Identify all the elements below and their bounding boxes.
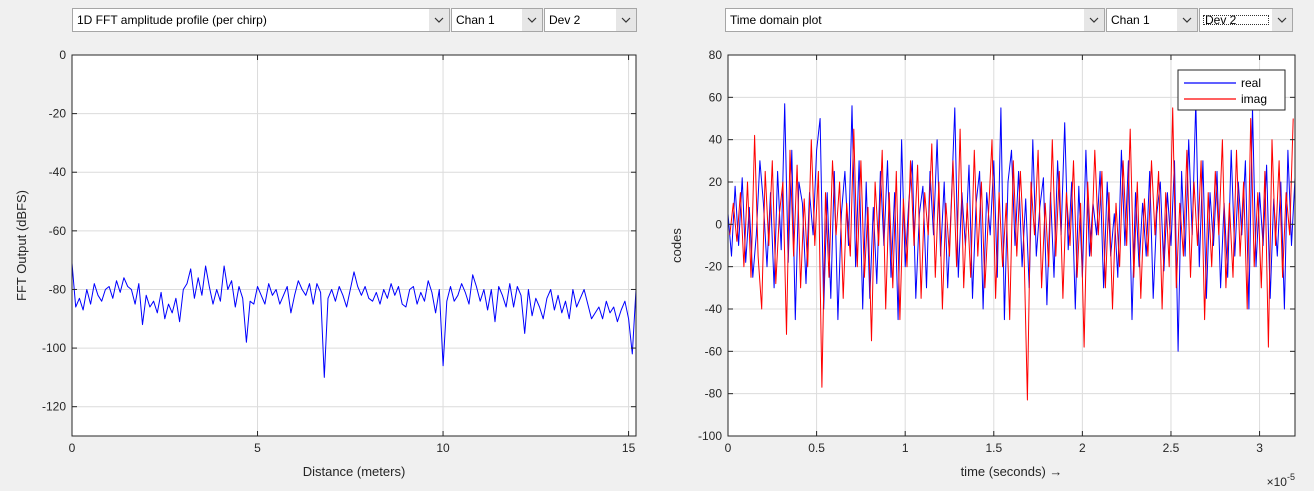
series-line-imag xyxy=(729,107,1294,401)
device-select-value: Dev 2 xyxy=(1201,13,1271,27)
y-axis-label: FFT Output (dBFS) xyxy=(14,190,29,301)
device-select[interactable]: Dev 2 xyxy=(544,8,637,32)
channel-select-value: Chan 1 xyxy=(456,13,495,27)
y-tick-label: 40 xyxy=(709,133,723,147)
x-tick-label: 1 xyxy=(902,441,909,455)
x-tick-label: 15 xyxy=(622,441,636,455)
y-tick-label: 0 xyxy=(59,48,66,62)
axes-frame xyxy=(71,54,637,437)
plot-type-select-value: Time domain plot xyxy=(730,13,822,27)
y-tick-label: 20 xyxy=(709,175,723,189)
chevron-down-icon[interactable] xyxy=(522,9,542,31)
tick-group: 0 5 10 15 0 -20 -40 -60 -80 -100 -120 xyxy=(42,48,636,455)
legend[interactable]: real imag xyxy=(1177,69,1286,111)
plot-type-select[interactable]: 1D FFT amplitude profile (per chirp) xyxy=(72,8,450,32)
series-group xyxy=(71,263,637,378)
y-tick-label: -80 xyxy=(49,282,67,296)
x-tick-label: 0 xyxy=(725,441,732,455)
y-tick-label: -40 xyxy=(49,165,67,179)
plot-type-select-value: 1D FFT amplitude profile (per chirp) xyxy=(77,13,267,27)
y-tick-label: -60 xyxy=(49,224,67,238)
device-select[interactable]: Dev 2 xyxy=(1199,8,1293,32)
x-axis-label: Distance (meters) xyxy=(303,464,406,479)
y-tick-label: 80 xyxy=(709,48,723,62)
channel-select[interactable]: Chan 1 xyxy=(451,8,543,32)
legend-label-imag: imag xyxy=(1241,92,1267,106)
y-axis-label: codes xyxy=(669,228,684,263)
x-tick-label: 5 xyxy=(254,441,261,455)
y-tick-label: -20 xyxy=(705,260,723,274)
exponent-power: -5 xyxy=(1287,472,1295,482)
y-tick-label: -120 xyxy=(42,400,66,414)
x-tick-label: 0 xyxy=(69,441,76,455)
channel-select-value: Chan 1 xyxy=(1111,13,1150,27)
chevron-down-icon[interactable] xyxy=(1177,9,1197,31)
x-tick-label: 0.5 xyxy=(808,441,825,455)
chevron-down-icon[interactable] xyxy=(429,9,449,31)
tick-group: 0 0.5 1 1.5 2 2.5 3 80 60 40 20 0 -20 -40 -60 -80 -100 xyxy=(698,48,1295,455)
chevron-down-icon[interactable] xyxy=(616,9,636,31)
x-tick-label: 2 xyxy=(1079,441,1086,455)
axes-frame xyxy=(727,54,1296,437)
chevron-down-icon[interactable] xyxy=(1272,9,1292,31)
chevron-down-icon[interactable] xyxy=(1084,9,1104,31)
time-domain-chart[interactable]: 0 0.5 1 1.5 2 2.5 3 80 60 40 20 0 -20 -40 -60 -80 -100 t… xyxy=(657,0,1314,491)
legend-label-real: real xyxy=(1241,76,1261,90)
legend-box xyxy=(1177,69,1286,111)
y-tick-label: -100 xyxy=(42,341,66,355)
y-tick-label: -100 xyxy=(698,429,722,443)
channel-select[interactable]: Chan 1 xyxy=(1106,8,1198,32)
y-tick-label: -60 xyxy=(705,344,723,358)
y-tick-label: -80 xyxy=(705,387,723,401)
x-tick-label: 1.5 xyxy=(985,441,1002,455)
series-line xyxy=(71,263,637,378)
fft-amplitude-chart[interactable]: 0 5 10 15 0 -20 -40 -60 -80 -100 -120 Distance (me… xyxy=(0,0,657,491)
time-domain-panel: Time domain plot Chan 1 Dev 2 0 0.5 1 1.5 2 2… xyxy=(657,0,1314,491)
x-tick-label: 10 xyxy=(436,441,450,455)
y-tick-label: 60 xyxy=(709,90,723,104)
y-tick-label: -20 xyxy=(49,107,67,121)
plot-type-select[interactable]: Time domain plot xyxy=(725,8,1105,32)
plot-area xyxy=(72,55,636,436)
exponent-base: ×10 xyxy=(1267,475,1288,489)
x-axis-label: time (seconds) → xyxy=(961,464,1063,479)
device-select-value: Dev 2 xyxy=(549,13,581,27)
y-tick-label: 0 xyxy=(715,217,722,231)
series-group xyxy=(727,101,1296,401)
fft-panel: 1D FFT amplitude profile (per chirp) Cha… xyxy=(0,0,657,491)
y-tick-label: -40 xyxy=(705,302,723,316)
x-axis-exponent: ×10-5 xyxy=(1267,472,1295,489)
x-tick-label: 3 xyxy=(1256,441,1263,455)
x-tick-label: 2.5 xyxy=(1163,441,1180,455)
